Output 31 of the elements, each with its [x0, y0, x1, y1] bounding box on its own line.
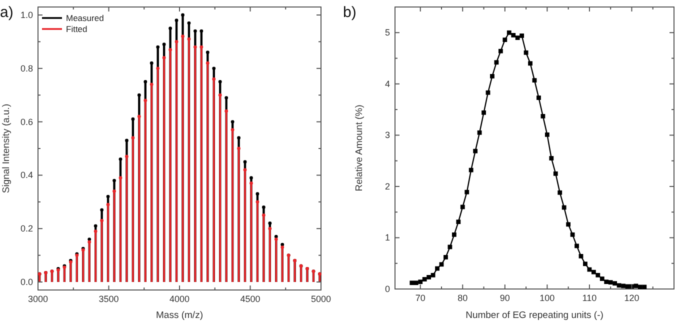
- x-tick-label: 80: [458, 293, 468, 303]
- y-tick-label: 2: [384, 181, 390, 192]
- y-tick-label: 0.4: [20, 170, 33, 180]
- x-tick-label: 3500: [98, 294, 119, 304]
- x-axis-title: Mass (m/z): [156, 310, 203, 321]
- x-tick-label: 4000: [169, 294, 190, 304]
- x-tick-label: 100: [540, 293, 555, 303]
- y-tick-label: 0.2: [20, 224, 33, 234]
- legend-label: Fitted: [66, 24, 88, 34]
- x-tick-label: 90: [500, 293, 510, 303]
- y-tick-label: 1.0: [20, 10, 33, 20]
- x-tick-label: 120: [624, 293, 640, 303]
- x-tick-label: 3000: [28, 294, 48, 304]
- x-tick-label: 70: [415, 293, 426, 303]
- x-tick-label: 5000: [310, 294, 332, 304]
- y-tick-label: 0.0: [20, 276, 33, 287]
- y-tick-label: 1: [384, 232, 390, 243]
- y-tick-label: 0.8: [20, 63, 33, 74]
- y-tick-label: 3: [384, 130, 390, 140]
- chart-title: b): [343, 4, 356, 21]
- y-tick-label: 5: [384, 28, 390, 38]
- y-tick-label: 4: [384, 78, 390, 89]
- y-axis-title: Signal Intensity (a.u.): [1, 104, 12, 194]
- x-axis-title: Number of EG repeating units (-): [466, 310, 604, 321]
- y-axis-title: Relative Amount (%): [354, 104, 365, 192]
- x-tick-label: 110: [582, 293, 597, 303]
- y-tick-label: 0: [384, 284, 390, 294]
- x-tick-label: 4500: [240, 294, 260, 304]
- legend-label: Measured: [66, 13, 104, 23]
- y-tick-label: 0.6: [20, 116, 33, 127]
- chart-title: a): [0, 4, 14, 21]
